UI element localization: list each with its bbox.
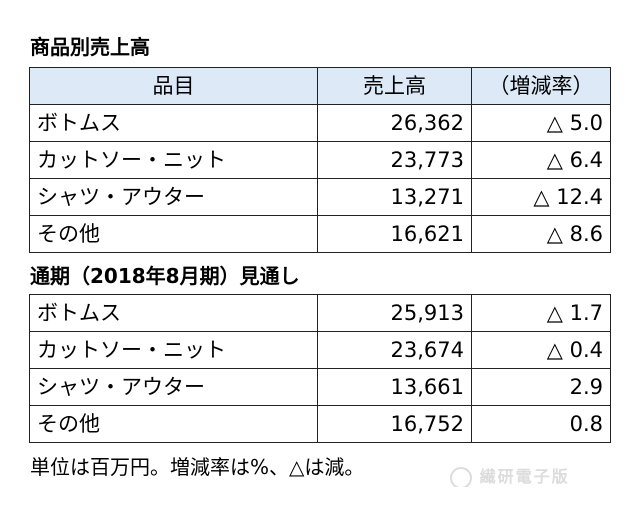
item-cell: カットソー・ニット bbox=[29, 141, 318, 179]
item-cell: その他 bbox=[29, 405, 318, 443]
rate-cell: 2.9 bbox=[471, 368, 611, 406]
section-title-full-year-forecast: 通期（2018年8月期）見通し bbox=[30, 264, 300, 288]
table-row: ボトムス 25,913 △ 1.7 bbox=[29, 294, 611, 332]
rate-cell: △ 1.7 bbox=[471, 294, 611, 332]
sales-cell: 23,773 bbox=[317, 141, 472, 179]
sales-cell: 23,674 bbox=[317, 331, 472, 369]
sales-cell: 16,621 bbox=[317, 215, 472, 253]
item-cell: ボトムス bbox=[29, 104, 318, 142]
rate-cell: △ 0.4 bbox=[471, 331, 611, 369]
sales-cell: 13,271 bbox=[317, 178, 472, 216]
section-title-sales-by-item: 商品別売上高 bbox=[30, 35, 150, 59]
table-row: カットソー・ニット 23,773 △ 6.4 bbox=[29, 141, 611, 179]
item-cell: シャツ・アウター bbox=[29, 178, 318, 216]
sales-cell: 13,661 bbox=[317, 368, 472, 406]
table-row: ボトムス 26,362 △ 5.0 bbox=[29, 104, 611, 142]
sales-cell: 25,913 bbox=[317, 294, 472, 332]
rate-cell: △ 8.6 bbox=[471, 215, 611, 253]
table-row: カットソー・ニット 23,674 △ 0.4 bbox=[29, 331, 611, 369]
rate-cell: 0.8 bbox=[471, 405, 611, 443]
item-cell: ボトムス bbox=[29, 294, 318, 332]
column-header-rate: （増減率） bbox=[471, 67, 611, 105]
item-cell: その他 bbox=[29, 215, 318, 253]
sales-cell: 26,362 bbox=[317, 104, 472, 142]
rate-cell: △ 5.0 bbox=[471, 104, 611, 142]
unit-footnote: 単位は百万円。増減率は%、△は減。 bbox=[30, 455, 365, 479]
watermark-text: 繊研電子版 bbox=[479, 467, 570, 486]
table-row: シャツ・アウター 13,661 2.9 bbox=[29, 368, 611, 406]
rate-cell: △ 6.4 bbox=[471, 141, 611, 179]
item-cell: カットソー・ニット bbox=[29, 331, 318, 369]
table-row: シャツ・アウター 13,271 △ 12.4 bbox=[29, 178, 611, 216]
watermark: 繊研電子版 bbox=[450, 463, 620, 487]
rate-cell: △ 12.4 bbox=[471, 178, 611, 216]
sales-by-item-table: 品目 売上高 （増減率） ボトムス 26,362 △ 5.0 カットソー・ニット… bbox=[29, 67, 611, 253]
sales-cell: 16,752 bbox=[317, 405, 472, 443]
column-header-item: 品目 bbox=[29, 67, 318, 105]
table-row: その他 16,752 0.8 bbox=[29, 405, 611, 443]
watermark-logo-icon bbox=[450, 466, 472, 487]
table-row: その他 16,621 △ 8.6 bbox=[29, 215, 611, 253]
column-header-sales: 売上高 bbox=[317, 67, 472, 105]
table-header-row: 品目 売上高 （増減率） bbox=[29, 67, 611, 105]
item-cell: シャツ・アウター bbox=[29, 368, 318, 406]
forecast-table: ボトムス 25,913 △ 1.7 カットソー・ニット 23,674 △ 0.4… bbox=[29, 294, 611, 443]
